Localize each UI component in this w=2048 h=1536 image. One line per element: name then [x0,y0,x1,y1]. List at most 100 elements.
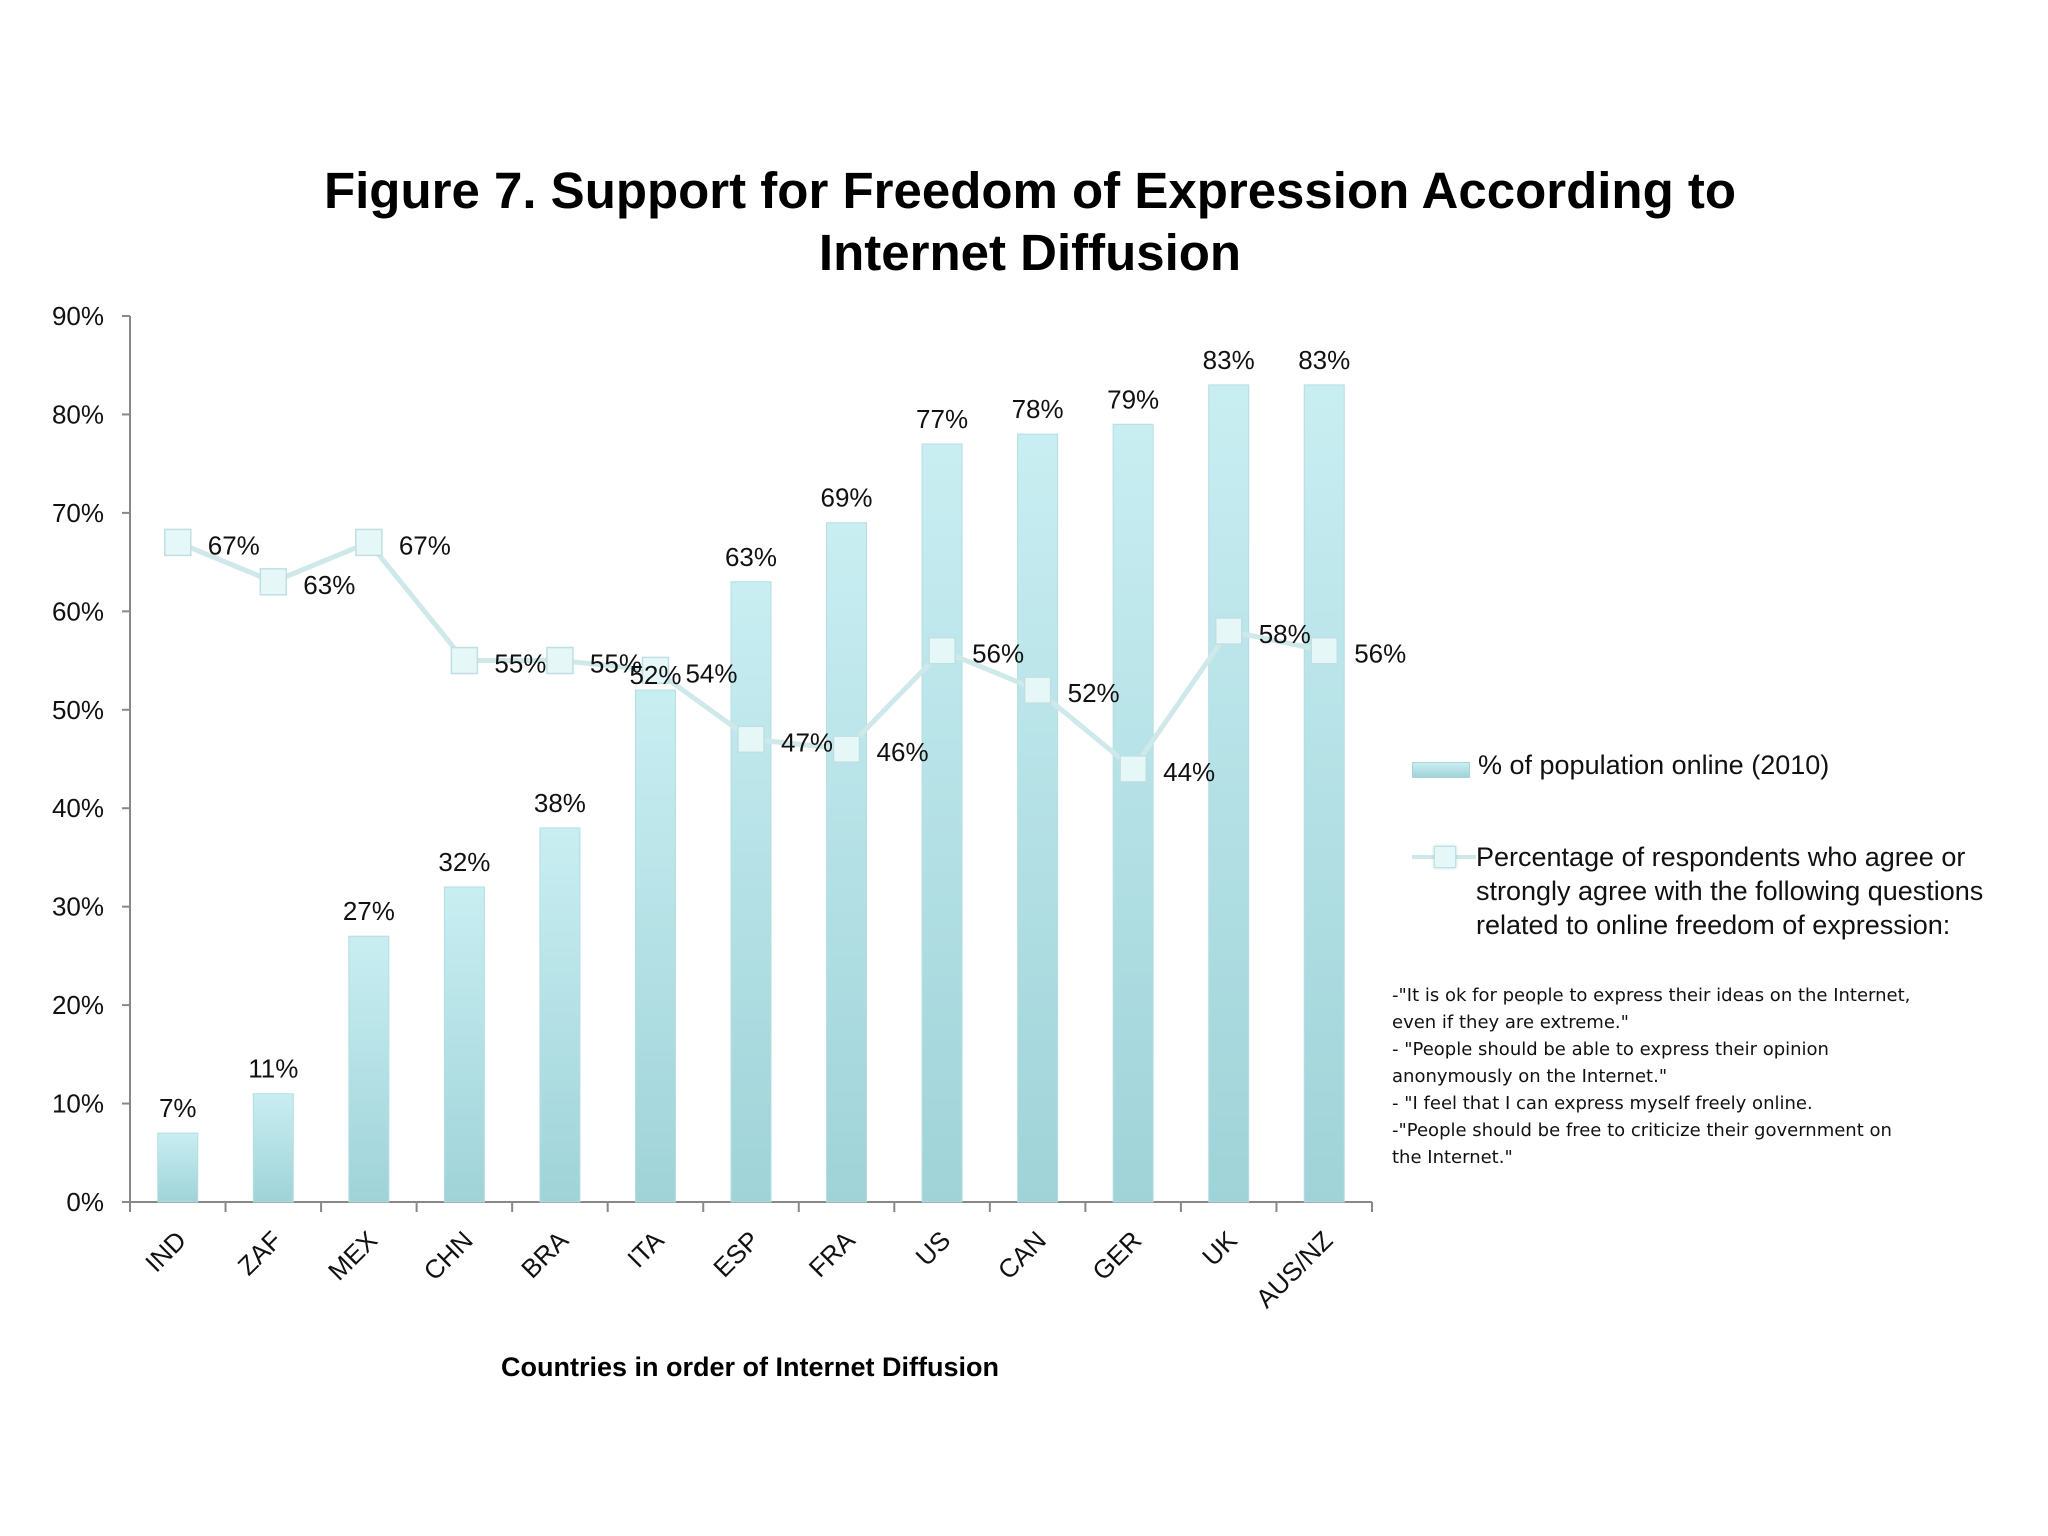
legend-line-label-1: Percentage of respondents who agree or [1476,842,1966,872]
note-line: - "People should be able to express thei… [1392,1039,1829,1060]
chart-title-line-1: Figure 7. Support for Freedom of Express… [323,162,1737,219]
line-series [164,528,1338,783]
bar [730,581,772,1203]
bar [826,522,868,1203]
line-marker [641,656,670,685]
line-marker [832,735,861,763]
y-tick-label: 90% [52,301,104,331]
x-tick-label: US [910,1225,957,1272]
y-tick-label: 60% [52,596,104,626]
legend-line-label-2: strongly agree with the following questi… [1476,876,1984,906]
line-marker [259,568,288,596]
bar-value-label: 78% [1012,394,1064,424]
legend-line-label: Percentage of respondents who agree or s… [1476,840,1983,942]
x-tick-label: CAN [992,1225,1052,1285]
line-marker [546,646,574,675]
bar-value-label: 38% [534,788,586,818]
bar-series [157,384,1345,1203]
note-line: anonymously on the Internet." [1392,1066,1668,1087]
x-tick-label: ESP [707,1225,765,1283]
x-tick-label: GER [1086,1225,1147,1286]
legend-item-bars: % of population online (2010) [1412,748,2032,782]
bar-value-label: 7% [159,1093,197,1123]
x-tick-label: FRA [803,1225,861,1283]
bar [921,443,963,1203]
bar [157,1132,199,1203]
y-tick-label: 20% [52,990,104,1020]
line-value-label: 67% [399,530,451,560]
line-value-label: 56% [1354,639,1406,669]
line-marker [1310,636,1338,665]
line-value-label: 56% [972,639,1024,669]
bar-value-label: 63% [725,542,777,572]
data-labels: 7% 11% 27% 32% 38% 63% 69% 77% 78% 79% 83% 83% 52% 67… [159,345,1406,1123]
x-axis-title: Countries in order of Internet Diffusion [501,1352,999,1382]
line-marker [164,528,192,557]
line-value-label: 46% [877,737,929,767]
line-value-label: 54% [685,658,737,688]
x-tick-label: AUS/NZ [1250,1225,1339,1314]
note-line: -"People should be free to criticize the… [1392,1120,1892,1141]
legend: % of population online (2010) Percentage… [1392,748,2032,1171]
bar-value-label: 77% [916,404,968,434]
axes: 0% 10% 20% 30% 40% 50% 60% 70% 80% 90% IND ZAF MEX CH… [52,301,1373,1314]
legend-line-label-3: related to online freedom of expression: [1476,910,1951,940]
bar [1112,423,1154,1203]
bar [1303,384,1345,1203]
y-tick-label: 50% [52,695,104,725]
line-marker [1214,617,1243,645]
legend-bar-swatch [1412,762,1470,778]
x-tick-label: CHN [418,1225,479,1286]
x-tick-label: ITA [621,1225,670,1274]
y-tick-label: 40% [52,793,104,823]
y-tick-label: 80% [52,399,104,429]
line-value-label: 58% [1259,619,1311,649]
line-marker [355,528,383,557]
x-tick-label: MEX [322,1225,383,1286]
bar [539,827,581,1203]
legend-line-swatch [1412,844,1476,868]
line-value-label: 55% [494,649,546,679]
x-tick-label: IND [139,1225,192,1278]
bar-value-label: 52% [629,660,681,690]
bar-value-label: 32% [438,847,490,877]
bar [443,886,485,1203]
bar [252,1093,294,1203]
bar-value-label: 83% [1203,345,1255,375]
y-tick-label: 0% [66,1187,104,1217]
line-marker [450,646,479,675]
bar-value-label: 27% [343,896,395,926]
line-marker [737,725,765,754]
bar [348,935,390,1203]
bar [634,689,676,1203]
chart-title-line-2: Internet Diffusion [818,224,1242,281]
y-tick-label: 70% [52,498,104,528]
chart-title: Figure 7. Support for Freedom of Express… [230,160,1830,284]
x-tick-label: BRA [515,1225,574,1284]
bar-value-label: 83% [1298,345,1350,375]
line-value-label: 44% [1163,757,1215,787]
x-tick-label: UK [1196,1225,1243,1272]
survey-questions-note: -"It is ok for people to express their i… [1392,982,2032,1171]
legend-bar-label: % of population online (2010) [1478,750,1830,780]
line-value-label: 67% [208,530,260,560]
note-line: -"It is ok for people to express their i… [1392,985,1911,1006]
bar-value-label: 11% [248,1054,298,1084]
x-tick-label: ZAF [232,1225,288,1281]
line-marker [1023,676,1052,704]
legend-item-line: Percentage of respondents who agree or s… [1412,840,2032,942]
note-line: the Internet." [1392,1147,1513,1168]
y-tick-label: 30% [52,892,104,922]
bar [1208,384,1250,1203]
line-value-label: 63% [303,570,355,600]
line-value-label: 55% [590,649,642,679]
note-line: even if they are extreme." [1392,1012,1629,1033]
note-line: - "I feel that I can express myself free… [1392,1093,1813,1114]
bar-value-label: 69% [821,483,873,513]
bar [1017,433,1059,1203]
line-value-label: 47% [781,727,833,757]
line-marker [1119,755,1147,783]
y-tick-label: 10% [52,1089,104,1119]
line-marker [928,636,956,665]
